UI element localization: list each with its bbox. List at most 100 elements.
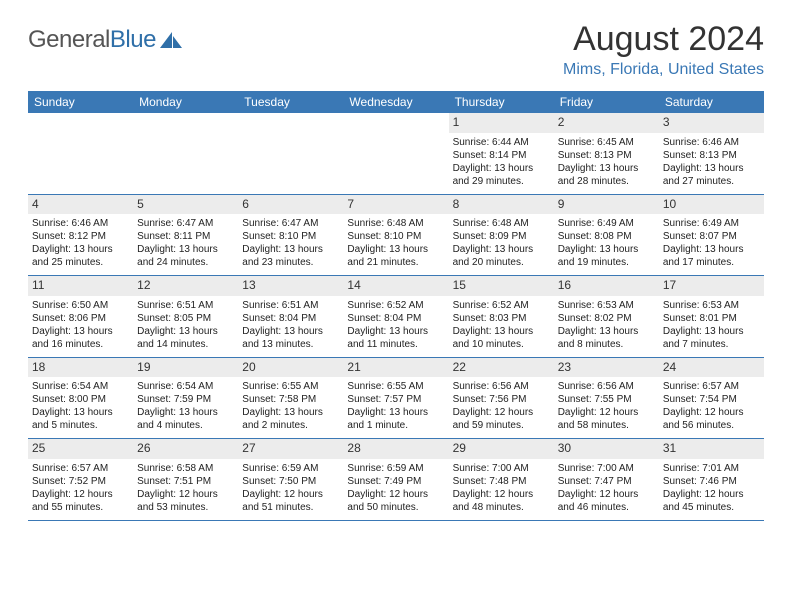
sunrise-line: Sunrise: 6:52 AM [453, 299, 550, 312]
day-cell: 30Sunrise: 7:00 AMSunset: 7:47 PMDayligh… [554, 439, 659, 520]
sunset-line: Sunset: 7:52 PM [32, 475, 129, 488]
sunset-line: Sunset: 7:49 PM [347, 475, 444, 488]
sunset-line: Sunset: 7:57 PM [347, 393, 444, 406]
sunset-line: Sunset: 8:14 PM [453, 149, 550, 162]
day-content: Sunrise: 6:51 AMSunset: 8:05 PMDaylight:… [137, 299, 234, 351]
daylight-line: and 4 minutes. [137, 419, 234, 432]
sunrise-line: Sunrise: 6:44 AM [453, 136, 550, 149]
sunrise-line: Sunrise: 6:52 AM [347, 299, 444, 312]
day-cell: 12Sunrise: 6:51 AMSunset: 8:05 PMDayligh… [133, 276, 238, 357]
daylight-line: Daylight: 13 hours [453, 162, 550, 175]
daylight-line: Daylight: 13 hours [32, 325, 129, 338]
daylight-line: Daylight: 13 hours [242, 243, 339, 256]
day-content: Sunrise: 6:48 AMSunset: 8:09 PMDaylight:… [453, 217, 550, 269]
day-cell: 31Sunrise: 7:01 AMSunset: 7:46 PMDayligh… [659, 439, 764, 520]
sunrise-line: Sunrise: 6:46 AM [32, 217, 129, 230]
day-cell: 27Sunrise: 6:59 AMSunset: 7:50 PMDayligh… [238, 439, 343, 520]
day-number: 20 [238, 358, 343, 378]
day-cell: 28Sunrise: 6:59 AMSunset: 7:49 PMDayligh… [343, 439, 448, 520]
daylight-line: and 2 minutes. [242, 419, 339, 432]
sunset-line: Sunset: 8:06 PM [32, 312, 129, 325]
week-row: 11Sunrise: 6:50 AMSunset: 8:06 PMDayligh… [28, 276, 764, 358]
day-number: 25 [28, 439, 133, 459]
logo-text-gray: General [28, 26, 110, 54]
day-number: 16 [554, 276, 659, 296]
day-content: Sunrise: 6:56 AMSunset: 7:55 PMDaylight:… [558, 380, 655, 432]
sunrise-line: Sunrise: 6:47 AM [242, 217, 339, 230]
sunrise-line: Sunrise: 6:49 AM [558, 217, 655, 230]
daylight-line: and 23 minutes. [242, 256, 339, 269]
sunset-line: Sunset: 7:55 PM [558, 393, 655, 406]
day-content: Sunrise: 7:01 AMSunset: 7:46 PMDaylight:… [663, 462, 760, 514]
daylight-line: Daylight: 13 hours [558, 325, 655, 338]
day-content: Sunrise: 6:57 AMSunset: 7:54 PMDaylight:… [663, 380, 760, 432]
location: Mims, Florida, United States [563, 61, 764, 79]
day-cell: 11Sunrise: 6:50 AMSunset: 8:06 PMDayligh… [28, 276, 133, 357]
day-cell: 14Sunrise: 6:52 AMSunset: 8:04 PMDayligh… [343, 276, 448, 357]
sunrise-line: Sunrise: 6:48 AM [347, 217, 444, 230]
daylight-line: Daylight: 13 hours [347, 406, 444, 419]
day-cell: 10Sunrise: 6:49 AMSunset: 8:07 PMDayligh… [659, 195, 764, 276]
day-content: Sunrise: 6:58 AMSunset: 7:51 PMDaylight:… [137, 462, 234, 514]
daylight-line: Daylight: 12 hours [453, 488, 550, 501]
calendar-page: GeneralBlue August 2024 Mims, Florida, U… [0, 0, 792, 531]
day-cell: . [343, 113, 448, 194]
day-number: 2 [554, 113, 659, 133]
sunrise-line: Sunrise: 6:59 AM [242, 462, 339, 475]
weekday-header: Sunday Monday Tuesday Wednesday Thursday… [28, 91, 764, 113]
daylight-line: Daylight: 13 hours [137, 243, 234, 256]
sunset-line: Sunset: 8:01 PM [663, 312, 760, 325]
daylight-line: Daylight: 13 hours [453, 325, 550, 338]
sunset-line: Sunset: 7:50 PM [242, 475, 339, 488]
daylight-line: Daylight: 13 hours [558, 162, 655, 175]
day-content: Sunrise: 6:55 AMSunset: 7:58 PMDaylight:… [242, 380, 339, 432]
day-content: Sunrise: 6:45 AMSunset: 8:13 PMDaylight:… [558, 136, 655, 188]
daylight-line: Daylight: 12 hours [32, 488, 129, 501]
sunset-line: Sunset: 7:46 PM [663, 475, 760, 488]
day-cell: 21Sunrise: 6:55 AMSunset: 7:57 PMDayligh… [343, 358, 448, 439]
day-number: 23 [554, 358, 659, 378]
daylight-line: and 50 minutes. [347, 501, 444, 514]
day-cell: 17Sunrise: 6:53 AMSunset: 8:01 PMDayligh… [659, 276, 764, 357]
day-number: 29 [449, 439, 554, 459]
sunrise-line: Sunrise: 6:56 AM [453, 380, 550, 393]
weekday-friday: Friday [554, 91, 659, 113]
sunset-line: Sunset: 7:59 PM [137, 393, 234, 406]
daylight-line: Daylight: 12 hours [347, 488, 444, 501]
daylight-line: and 13 minutes. [242, 338, 339, 351]
sunrise-line: Sunrise: 6:49 AM [663, 217, 760, 230]
daylight-line: and 27 minutes. [663, 175, 760, 188]
day-cell: 18Sunrise: 6:54 AMSunset: 8:00 PMDayligh… [28, 358, 133, 439]
sunrise-line: Sunrise: 6:55 AM [347, 380, 444, 393]
day-content: Sunrise: 6:46 AMSunset: 8:12 PMDaylight:… [32, 217, 129, 269]
day-content: Sunrise: 6:44 AMSunset: 8:14 PMDaylight:… [453, 136, 550, 188]
day-cell: . [133, 113, 238, 194]
day-content: Sunrise: 6:52 AMSunset: 8:03 PMDaylight:… [453, 299, 550, 351]
week-row: 25Sunrise: 6:57 AMSunset: 7:52 PMDayligh… [28, 439, 764, 521]
day-number: 5 [133, 195, 238, 215]
sunrise-line: Sunrise: 6:53 AM [558, 299, 655, 312]
daylight-line: and 55 minutes. [32, 501, 129, 514]
sunrise-line: Sunrise: 6:59 AM [347, 462, 444, 475]
day-content: Sunrise: 6:47 AMSunset: 8:11 PMDaylight:… [137, 217, 234, 269]
daylight-line: Daylight: 12 hours [242, 488, 339, 501]
day-number: 3 [659, 113, 764, 133]
daylight-line: Daylight: 13 hours [663, 162, 760, 175]
day-content: Sunrise: 6:59 AMSunset: 7:50 PMDaylight:… [242, 462, 339, 514]
day-content: Sunrise: 6:53 AMSunset: 8:01 PMDaylight:… [663, 299, 760, 351]
sunset-line: Sunset: 8:07 PM [663, 230, 760, 243]
daylight-line: and 21 minutes. [347, 256, 444, 269]
day-cell: 26Sunrise: 6:58 AMSunset: 7:51 PMDayligh… [133, 439, 238, 520]
day-content: Sunrise: 7:00 AMSunset: 7:47 PMDaylight:… [558, 462, 655, 514]
day-cell: 20Sunrise: 6:55 AMSunset: 7:58 PMDayligh… [238, 358, 343, 439]
daylight-line: and 46 minutes. [558, 501, 655, 514]
sunrise-line: Sunrise: 6:54 AM [32, 380, 129, 393]
day-content: Sunrise: 6:55 AMSunset: 7:57 PMDaylight:… [347, 380, 444, 432]
day-content: Sunrise: 6:52 AMSunset: 8:04 PMDaylight:… [347, 299, 444, 351]
day-number: 13 [238, 276, 343, 296]
week-row: ....1Sunrise: 6:44 AMSunset: 8:14 PMDayl… [28, 113, 764, 195]
day-number: 8 [449, 195, 554, 215]
daylight-line: Daylight: 13 hours [558, 243, 655, 256]
sunset-line: Sunset: 7:56 PM [453, 393, 550, 406]
day-cell: 9Sunrise: 6:49 AMSunset: 8:08 PMDaylight… [554, 195, 659, 276]
